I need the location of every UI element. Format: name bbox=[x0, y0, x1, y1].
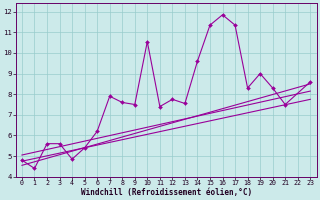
X-axis label: Windchill (Refroidissement éolien,°C): Windchill (Refroidissement éolien,°C) bbox=[81, 188, 252, 197]
